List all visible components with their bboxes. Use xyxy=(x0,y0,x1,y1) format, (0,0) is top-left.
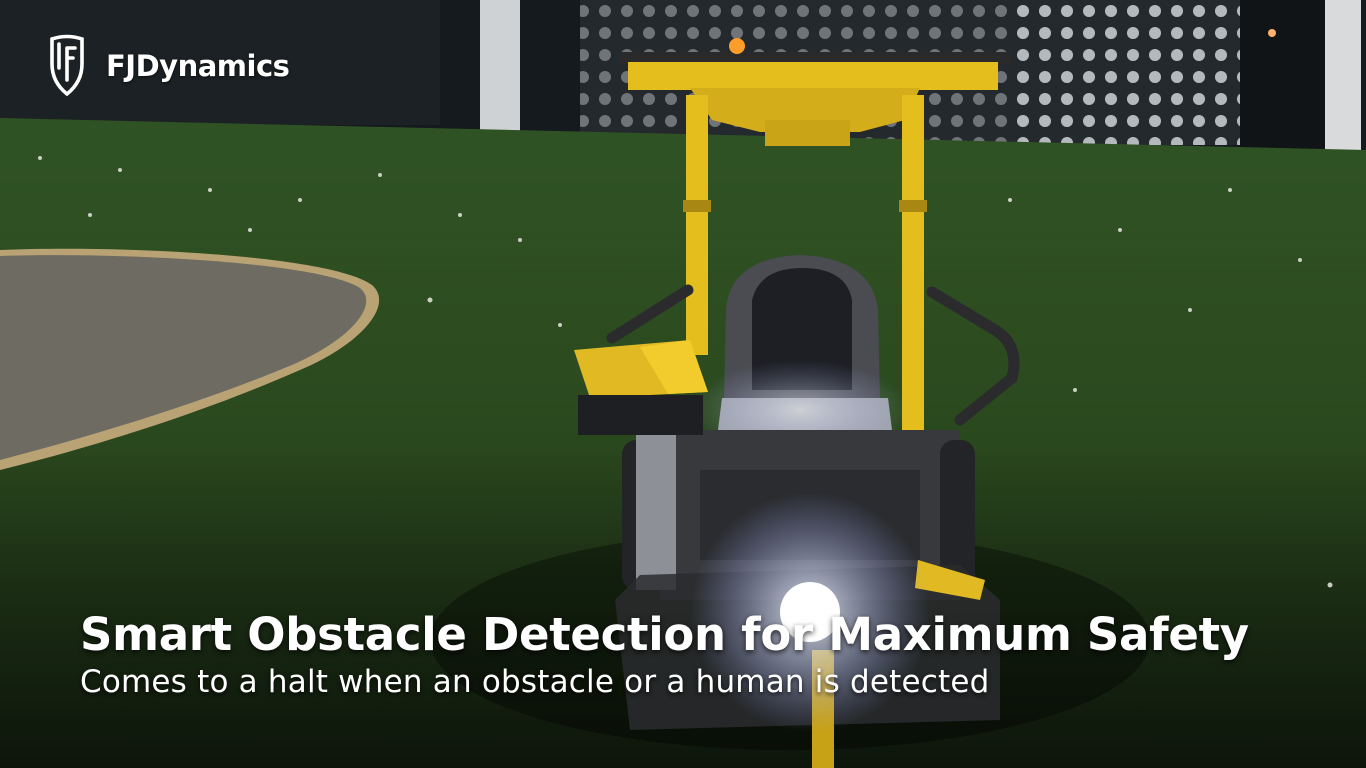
brand-name: FJDynamics xyxy=(106,49,290,83)
brand-logo: FJDynamics xyxy=(48,34,290,98)
shield-f-logo-icon xyxy=(50,34,84,97)
caption-title: Smart Obstacle Detection for Maximum Saf… xyxy=(80,608,1249,661)
caption-subtitle: Comes to a halt when an obstacle or a hu… xyxy=(80,664,990,700)
caption: Smart Obstacle Detection for Maximum Saf… xyxy=(80,606,1320,702)
